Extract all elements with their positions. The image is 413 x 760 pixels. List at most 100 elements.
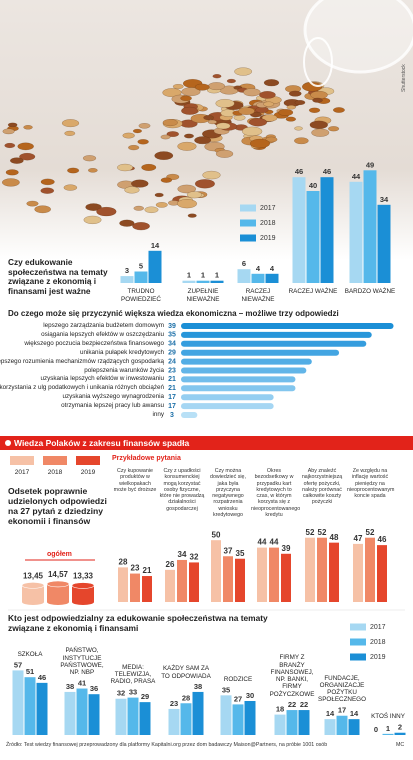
value-label: 46 <box>378 535 387 544</box>
value-label: 29 <box>168 350 176 357</box>
value-label: 21 <box>143 566 152 575</box>
chart-title: Kto jest odpowiedzialny za edukowanie sp… <box>8 613 268 633</box>
bar <box>394 732 406 735</box>
category-label: TRUDNO POWIEDZIEĆ <box>121 288 161 303</box>
bar <box>118 567 128 602</box>
value-label: 21 <box>168 385 176 392</box>
coin <box>249 138 271 149</box>
category-label: FUNDACJE, ORGANIZACJE POŻYTKU SPOŁECZNEG… <box>318 674 366 704</box>
category-label: otrzymania lepszej pracy lub awansu <box>61 402 164 410</box>
bar <box>76 688 88 735</box>
value-label: 39 <box>168 323 176 330</box>
bar <box>134 271 148 283</box>
coin <box>241 126 263 137</box>
coin <box>7 122 18 128</box>
coin <box>162 118 178 127</box>
coin <box>288 90 302 97</box>
coin <box>83 215 102 225</box>
coin <box>133 205 145 211</box>
coin-stack-bottom <box>47 599 69 605</box>
bar <box>115 698 127 735</box>
coin <box>234 67 253 76</box>
value-label: 6 <box>242 259 246 268</box>
category-label: większego poczucia bezpieczeństwa finans… <box>24 339 164 347</box>
photo-coins <box>1 67 345 231</box>
coin <box>194 179 215 189</box>
question-text: Czy z upadłości konsumenckiej mogą korzy… <box>159 468 205 512</box>
bar <box>181 331 372 338</box>
value-label: 4 <box>270 264 275 273</box>
bar <box>365 537 375 602</box>
coin <box>203 115 215 121</box>
coin <box>263 101 275 107</box>
bar <box>181 394 274 401</box>
bar <box>88 694 100 735</box>
coin <box>286 104 296 110</box>
value-label: 49 <box>366 160 374 169</box>
coin <box>9 157 24 164</box>
coin <box>215 98 235 108</box>
bar <box>130 573 140 602</box>
coin-stack-bottom <box>72 599 94 605</box>
value-label: 47 <box>354 534 363 543</box>
value-label: 27 <box>234 694 242 703</box>
bar <box>265 273 279 283</box>
coin-stack <box>47 583 69 602</box>
legend-label: 2019 <box>80 469 96 476</box>
category-label: uzyskania wyższego wynagrodzenia <box>62 393 164 401</box>
bar <box>306 191 320 283</box>
coin <box>177 141 197 151</box>
bar <box>189 562 199 602</box>
coin <box>309 120 328 130</box>
value-label: 1 <box>215 271 219 280</box>
value-label: 28 <box>182 693 190 702</box>
legend-swatch <box>76 456 100 465</box>
value-label: 0 <box>374 725 378 734</box>
category-label: RODZICE <box>223 676 253 684</box>
coin <box>294 126 303 131</box>
coin <box>194 136 212 145</box>
coin <box>301 82 323 92</box>
value-label: 13,33 <box>73 572 94 581</box>
category-label: osiągania lepszych efektów w oszczędzani… <box>41 330 164 338</box>
value-label: 52 <box>318 528 327 537</box>
bar <box>36 682 48 735</box>
value-label: 35 <box>168 332 176 339</box>
category-label: inny <box>152 411 164 418</box>
value-label: 57 <box>14 660 22 669</box>
coin <box>96 206 117 217</box>
value-label: 1 <box>386 724 390 733</box>
value-label: 17 <box>168 403 176 410</box>
bar <box>329 542 339 602</box>
coin <box>332 107 345 113</box>
bar <box>251 273 265 283</box>
bar <box>24 677 36 735</box>
category-label: korzystania z ulg podatkowych i unikania… <box>0 384 164 392</box>
value-label: 44 <box>270 538 279 547</box>
bar <box>377 545 387 602</box>
coin <box>23 125 33 130</box>
coin <box>177 184 197 194</box>
value-label: 48 <box>330 533 339 542</box>
value-label: 17 <box>338 706 346 715</box>
value-label: 36 <box>90 684 98 693</box>
bar <box>324 719 336 735</box>
value-label: 34 <box>380 195 389 204</box>
coin <box>187 213 197 218</box>
value-label: 35 <box>222 685 230 694</box>
chart-title: Do czego może się przyczynić większa wie… <box>8 309 339 318</box>
coin <box>176 199 198 209</box>
value-label: 44 <box>352 172 361 181</box>
bar <box>292 177 306 283</box>
coin-stack-top <box>46 580 70 588</box>
bar <box>211 540 221 602</box>
value-label: 30 <box>246 691 254 700</box>
coin <box>259 91 276 99</box>
bar <box>127 697 139 735</box>
bar <box>192 691 204 735</box>
value-label: 32 <box>190 553 199 562</box>
bar <box>180 703 192 735</box>
coin <box>132 128 142 134</box>
value-label: 44 <box>258 538 267 547</box>
bar <box>120 276 134 283</box>
